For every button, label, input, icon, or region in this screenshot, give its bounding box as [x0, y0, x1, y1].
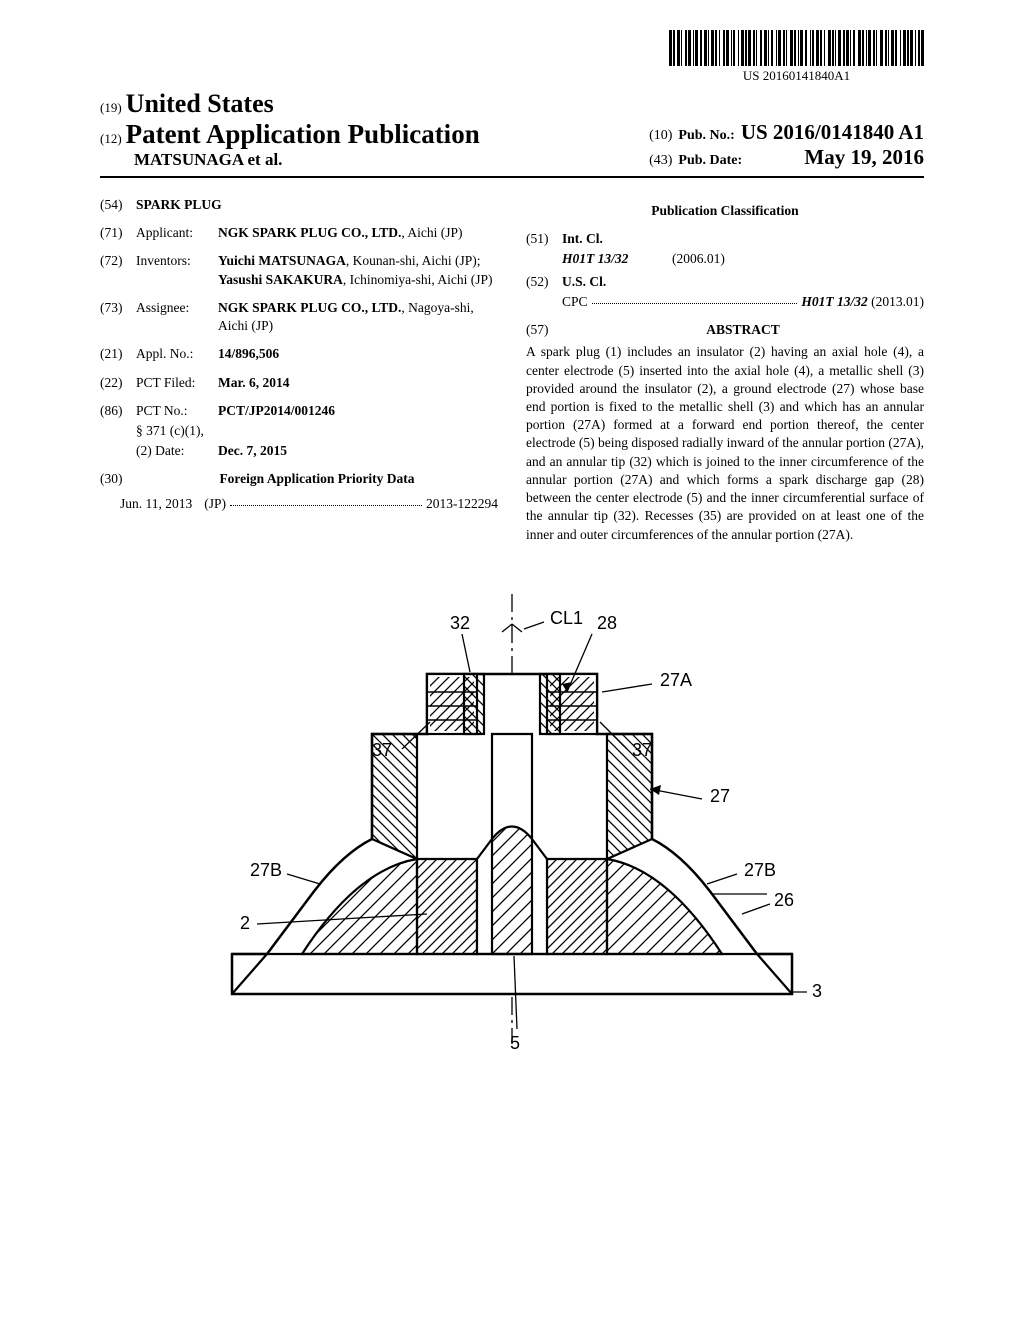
barcode: US 20160141840A1 — [669, 30, 924, 84]
barcode-block: US 20160141840A1 — [100, 30, 924, 85]
pct-no-label: PCT No.: — [136, 402, 218, 420]
fig-label-27a: 27A — [660, 670, 692, 690]
header-left: (19) United States (12) Patent Applicati… — [100, 89, 480, 170]
pubno-label: Pub. No.: — [678, 128, 734, 144]
barcode-text: US 20160141840A1 — [669, 68, 924, 84]
inventors-value: Yuichi MATSUNAGA, Kounan-shi, Aichi (JP)… — [218, 252, 498, 288]
abstract-text: A spark plug (1) includes an insulator (… — [526, 343, 924, 543]
header-right: (10) Pub. No.: US 2016/0141840 A1 (43) P… — [649, 120, 924, 170]
title-code: (54) — [100, 196, 136, 214]
country-code: (19) — [100, 100, 122, 115]
left-column: (54) SPARK PLUG (71) Applicant: NGK SPAR… — [100, 196, 498, 544]
applicant-code: (71) — [100, 224, 136, 242]
pub-date: May 19, 2016 — [804, 145, 924, 170]
fig-label-32: 32 — [450, 613, 470, 633]
uscl-year: (2013.01) — [871, 294, 924, 309]
appl-label: Appl. No.: — [136, 345, 218, 363]
foreign-country: (JP) — [204, 495, 226, 513]
applicant-value: NGK SPARK PLUG CO., LTD., Aichi (JP) — [218, 224, 498, 242]
pct-filed-label: PCT Filed: — [136, 374, 218, 392]
foreign-code: (30) — [100, 470, 136, 488]
uscl-cpc: CPC — [562, 293, 588, 311]
foreign-date: Jun. 11, 2013 — [100, 495, 192, 513]
fig-label-37-r: 37 — [632, 740, 652, 760]
fig-label-5: 5 — [510, 1033, 520, 1053]
fig-label-2: 2 — [240, 913, 250, 933]
uscl-value: H01T 13/32 — [801, 294, 867, 309]
intcl-value: H01T 13/32 — [562, 251, 628, 266]
assignee-label: Assignee: — [136, 299, 218, 335]
fig-label-37-l: 37 — [372, 740, 392, 760]
pct-filed-code: (22) — [100, 374, 136, 392]
pct-no-value: PCT/JP2014/001246 — [218, 403, 335, 418]
columns: (54) SPARK PLUG (71) Applicant: NGK SPAR… — [100, 196, 924, 544]
assignee-code: (73) — [100, 299, 136, 335]
pub-type-code: (12) — [100, 131, 122, 146]
appl-value: 14/896,506 — [218, 346, 279, 361]
pub-no: US 2016/0141840 A1 — [741, 120, 924, 145]
s371-date-label: (2) Date: — [136, 442, 218, 460]
title: SPARK PLUG — [136, 197, 222, 212]
foreign-app: 2013-122294 — [426, 495, 498, 513]
appl-code: (21) — [100, 345, 136, 363]
foreign-title: Foreign Application Priority Data — [219, 471, 414, 486]
abstract-title: ABSTRACT — [706, 322, 780, 337]
pubno-code: (10) — [649, 128, 672, 144]
applicant-label: Applicant: — [136, 224, 218, 242]
authors: MATSUNAGA et al. — [134, 150, 282, 169]
fig-label-27: 27 — [710, 786, 730, 806]
intcl-year: (2006.01) — [672, 250, 725, 268]
inventors-code: (72) — [100, 252, 136, 288]
abstract-code: (57) — [526, 321, 562, 339]
pub-type: Patent Application Publication — [126, 119, 480, 149]
uscl-code: (52) — [526, 273, 562, 291]
inventors-label: Inventors: — [136, 252, 218, 288]
s371-label: § 371 (c)(1), — [136, 422, 498, 440]
fig-label-27b-l: 27B — [250, 860, 282, 880]
intcl-code: (51) — [526, 230, 562, 248]
figure: 32 CL1 28 27A 37 37 27 27B 27B 2 26 3 5 — [100, 574, 924, 1079]
right-column: Publication Classification (51) Int. Cl.… — [526, 196, 924, 544]
pubdate-label: Pub. Date: — [678, 153, 742, 169]
fig-label-26: 26 — [774, 890, 794, 910]
header: (19) United States (12) Patent Applicati… — [100, 89, 924, 178]
pct-no-code: (86) — [100, 402, 136, 420]
barcode-stripes — [669, 30, 924, 66]
intcl-label: Int. Cl. — [562, 231, 603, 246]
pct-filed-value: Mar. 6, 2014 — [218, 375, 290, 390]
fig-label-cl1: CL1 — [550, 608, 583, 628]
uscl-label: U.S. Cl. — [562, 274, 606, 289]
fig-label-3: 3 — [812, 981, 822, 1001]
classif: (51) Int. Cl. H01T 13/32 (2006.01) (52) … — [526, 230, 924, 311]
fig-label-27b-r: 27B — [744, 860, 776, 880]
pubdate-code: (43) — [649, 153, 672, 169]
assignee-value: NGK SPARK PLUG CO., LTD., Nagoya-shi, Ai… — [218, 299, 498, 335]
priority-line: Jun. 11, 2013 (JP) 2013-122294 — [100, 495, 498, 513]
country: United States — [126, 89, 274, 118]
classif-title: Publication Classification — [526, 202, 924, 220]
spark-plug-diagram: 32 CL1 28 27A 37 37 27 27B 27B 2 26 3 5 — [172, 574, 852, 1074]
fig-label-28: 28 — [597, 613, 617, 633]
s371-date-value: Dec. 7, 2015 — [218, 443, 287, 458]
